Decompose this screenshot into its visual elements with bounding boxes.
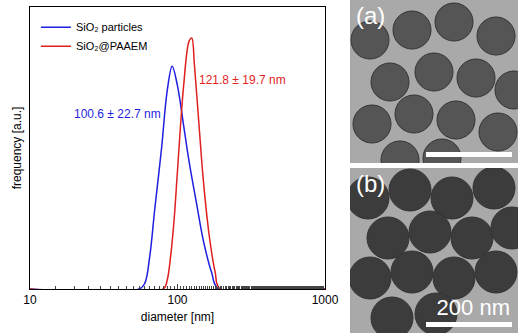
html-text:200 nm: 200 nm bbox=[436, 295, 510, 320]
svg-text:diameter [nm]: diameter [nm] bbox=[141, 310, 214, 324]
svg-text:121.8 ± 19.7 nm: 121.8 ± 19.7 nm bbox=[199, 73, 286, 87]
svg-text:frequency [a.u.]: frequency [a.u.] bbox=[10, 107, 24, 190]
svg-text:1000: 1000 bbox=[312, 293, 339, 307]
svg-text:100: 100 bbox=[167, 293, 187, 307]
html-text:(a): (a) bbox=[356, 2, 386, 29]
svg-text:SiO₂ particles: SiO₂ particles bbox=[76, 21, 143, 33]
svg-text:100.6 ± 22.7 nm: 100.6 ± 22.7 nm bbox=[74, 107, 161, 121]
svg-text:SiO₂@PAAEM: SiO₂@PAAEM bbox=[76, 40, 147, 52]
html-text:(b): (b) bbox=[356, 170, 386, 197]
svg-text:10: 10 bbox=[23, 293, 37, 307]
